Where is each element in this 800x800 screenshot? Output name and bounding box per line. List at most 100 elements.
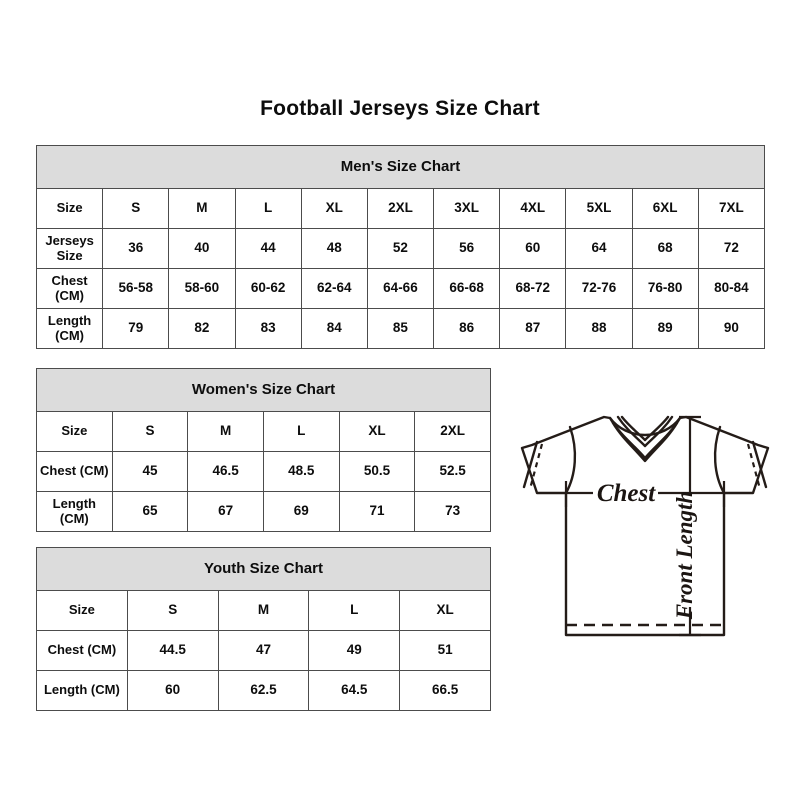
data-cell: 71 bbox=[338, 491, 416, 532]
data-cell: 36 bbox=[102, 228, 170, 269]
data-cell: L bbox=[234, 188, 302, 229]
youth-table-body: Size S M L XL Chest (CM) 44.5 47 49 51 Length (CM)… bbox=[36, 590, 491, 711]
table-row: Jerseys Size 36 40 44 48 52 56 60 64 68 72 bbox=[35, 228, 766, 269]
data-cell: 79 bbox=[102, 308, 170, 349]
row-label-cell: Chest (CM) bbox=[36, 630, 128, 671]
data-cell: 90 bbox=[697, 308, 766, 349]
data-cell: 60 bbox=[499, 228, 567, 269]
table-row: Size S M L XL bbox=[36, 590, 491, 631]
tshirt-outline bbox=[520, 415, 770, 637]
cuff-stitch-lines bbox=[528, 443, 762, 490]
data-cell: XL bbox=[399, 590, 491, 631]
youth-table-head: Youth Size Chart bbox=[36, 547, 491, 591]
data-cell: 89 bbox=[631, 308, 699, 349]
youth-size-table: Youth Size Chart Size S M L XL Chest (CM) 44.5… bbox=[36, 547, 491, 711]
table-row: Size S M L XL 2XL 3XL 4XL 5XL 6XL 7XL bbox=[35, 188, 766, 229]
data-cell: 49 bbox=[308, 630, 401, 671]
data-cell: 3XL bbox=[433, 188, 501, 229]
data-cell: 45 bbox=[111, 451, 189, 492]
row-label-cell: Chest (CM) bbox=[36, 451, 113, 492]
data-cell: 69 bbox=[262, 491, 340, 532]
table-row: Length (CM) 65 67 69 71 73 bbox=[36, 491, 491, 532]
data-cell: 66.5 bbox=[399, 670, 491, 711]
table-row: Chest (CM) 44.5 47 49 51 bbox=[36, 630, 491, 671]
data-cell: M bbox=[217, 590, 310, 631]
data-cell: 52.5 bbox=[414, 451, 491, 492]
data-cell: 48.5 bbox=[262, 451, 340, 492]
data-cell: 58-60 bbox=[168, 268, 236, 309]
data-cell: 46.5 bbox=[187, 451, 264, 492]
data-cell: 44.5 bbox=[126, 630, 219, 671]
data-cell: 64 bbox=[565, 228, 633, 269]
data-cell: 66-68 bbox=[433, 268, 501, 309]
mens-table-head: Men's Size Chart bbox=[36, 145, 765, 189]
row-label-cell: Size bbox=[35, 188, 104, 229]
tshirt-measurement-diagram: Chest Front Length bbox=[500, 395, 790, 685]
data-cell: 5XL bbox=[565, 188, 633, 229]
table-row: Size S M L XL 2XL bbox=[36, 411, 491, 452]
row-label-cell: Jerseys Size bbox=[35, 228, 104, 269]
data-cell: S bbox=[102, 188, 170, 229]
table-caption-row: Men's Size Chart bbox=[36, 145, 765, 189]
page-title: Football Jerseys Size Chart bbox=[260, 97, 540, 120]
data-cell: 56 bbox=[433, 228, 501, 269]
row-label-cell: Length (CM) bbox=[35, 308, 104, 349]
data-cell: 48 bbox=[300, 228, 368, 269]
data-cell: L bbox=[262, 411, 340, 452]
table-row: Length (CM) 79 82 83 84 85 86 87 88 89 90 bbox=[35, 308, 766, 349]
data-cell: M bbox=[187, 411, 264, 452]
chest-label: Chest bbox=[597, 480, 656, 507]
data-cell: 62-64 bbox=[300, 268, 368, 309]
data-cell: 64.5 bbox=[308, 670, 401, 711]
data-cell: 82 bbox=[168, 308, 236, 349]
data-cell: 72-76 bbox=[565, 268, 633, 309]
data-cell: 60 bbox=[126, 670, 219, 711]
data-cell: 7XL bbox=[697, 188, 766, 229]
data-cell: 60-62 bbox=[234, 268, 302, 309]
data-cell: 4XL bbox=[499, 188, 567, 229]
table-row: Chest (CM) 56-58 58-60 60-62 62-64 64-66 66-68… bbox=[35, 268, 766, 309]
data-cell: 80-84 bbox=[697, 268, 766, 309]
data-cell: 51 bbox=[399, 630, 491, 671]
v-neck-collar bbox=[608, 415, 682, 463]
data-cell: 2XL bbox=[366, 188, 435, 229]
mens-table-caption: Men's Size Chart bbox=[36, 145, 765, 189]
data-cell: S bbox=[111, 411, 189, 452]
data-cell: 65 bbox=[111, 491, 189, 532]
front-length-measure-line bbox=[679, 415, 701, 637]
data-cell: 52 bbox=[366, 228, 435, 269]
data-cell: M bbox=[168, 188, 236, 229]
womens-table-caption: Women's Size Chart bbox=[36, 368, 491, 412]
data-cell: 47 bbox=[217, 630, 310, 671]
tshirt-svg: Chest Front Length bbox=[520, 415, 770, 637]
data-cell: 50.5 bbox=[338, 451, 416, 492]
front-length-label: Front Length bbox=[672, 491, 697, 620]
data-cell: 64-66 bbox=[366, 268, 435, 309]
womens-size-table: Women's Size Chart Size S M L XL 2XL Chest (CM… bbox=[36, 368, 491, 532]
data-cell: XL bbox=[300, 188, 368, 229]
data-cell: 62.5 bbox=[217, 670, 310, 711]
data-cell: 40 bbox=[168, 228, 236, 269]
data-cell: 84 bbox=[300, 308, 368, 349]
data-cell: 88 bbox=[565, 308, 633, 349]
data-cell: XL bbox=[338, 411, 416, 452]
table-row: Chest (CM) 45 46.5 48.5 50.5 52.5 bbox=[36, 451, 491, 492]
data-cell: 67 bbox=[187, 491, 264, 532]
data-cell: 56-58 bbox=[102, 268, 170, 309]
womens-table-head: Women's Size Chart bbox=[36, 368, 491, 412]
row-label-cell: Length (CM) bbox=[36, 670, 128, 711]
youth-table-caption: Youth Size Chart bbox=[36, 547, 491, 591]
data-cell: 44 bbox=[234, 228, 302, 269]
data-cell: 85 bbox=[366, 308, 435, 349]
data-cell: 73 bbox=[414, 491, 491, 532]
data-cell: 87 bbox=[499, 308, 567, 349]
data-cell: S bbox=[126, 590, 219, 631]
womens-table-body: Size S M L XL 2XL Chest (CM) 45 46.5 48.5 50.5 52.5… bbox=[36, 411, 491, 532]
data-cell: 2XL bbox=[414, 411, 491, 452]
table-caption-row: Youth Size Chart bbox=[36, 547, 491, 591]
table-caption-row: Women's Size Chart bbox=[36, 368, 491, 412]
row-label-cell: Chest (CM) bbox=[35, 268, 104, 309]
data-cell: 68-72 bbox=[499, 268, 567, 309]
data-cell: 6XL bbox=[631, 188, 699, 229]
mens-table-body: Size S M L XL 2XL 3XL 4XL 5XL 6XL 7XL Jerseys Size 3… bbox=[35, 188, 766, 349]
